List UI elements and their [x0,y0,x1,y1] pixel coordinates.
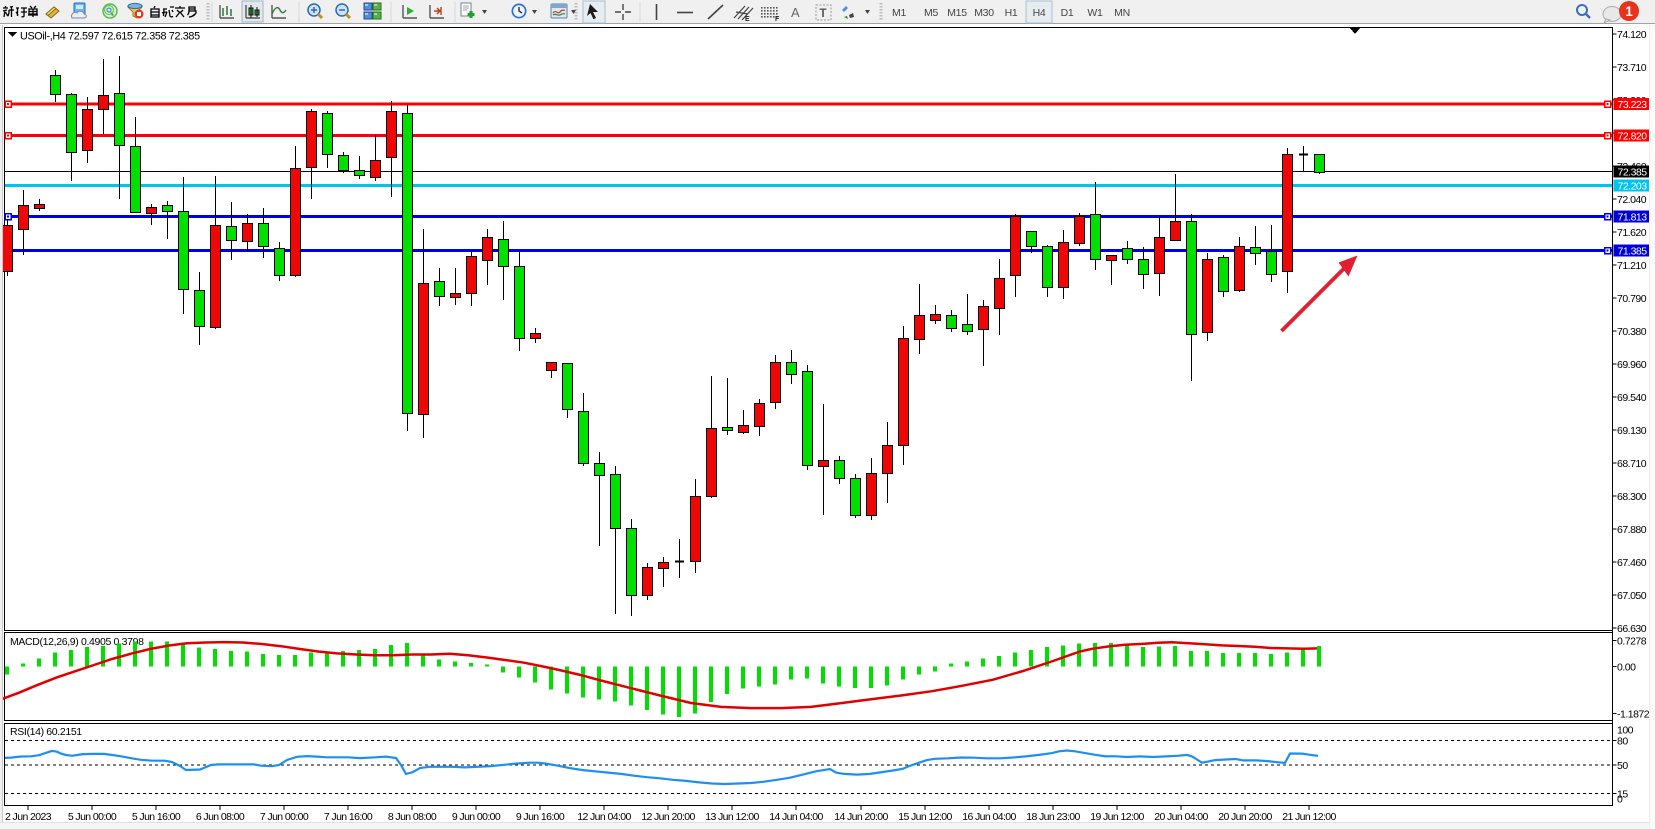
svg-text:M1: M1 [892,7,906,19]
svg-text:1: 1 [1625,4,1633,19]
svg-text:70.790: 70.790 [1617,293,1647,305]
svg-text:18 Jun 23:00: 18 Jun 23:00 [1026,811,1080,823]
svg-text:68.710: 68.710 [1617,458,1647,470]
svg-text:USOil-,H4 72.597 72.615 72.35: USOil-,H4 72.597 72.615 72.358 72.385 [20,31,200,43]
svg-text:69.540: 69.540 [1617,392,1647,404]
svg-text:71.813: 71.813 [1618,212,1648,224]
svg-text:2 Jun 2023: 2 Jun 2023 [5,811,52,823]
svg-text:71.210: 71.210 [1617,260,1647,272]
svg-text:71.385: 71.385 [1618,246,1648,258]
svg-text:9 Jun 00:00: 9 Jun 00:00 [452,811,501,823]
svg-text:80: 80 [1617,736,1628,748]
svg-text:67.050: 67.050 [1617,590,1647,602]
svg-text:M30: M30 [974,7,994,19]
svg-text:15: 15 [1617,789,1628,801]
svg-text:T: T [820,8,827,20]
svg-text:20 Jun 04:00: 20 Jun 04:00 [1154,811,1208,823]
svg-text:69.960: 69.960 [1617,359,1647,371]
svg-text:F: F [775,16,780,23]
svg-text:8 Jun 08:00: 8 Jun 08:00 [388,811,437,823]
svg-text:H4: H4 [1033,7,1046,19]
svg-text:5 Jun 16:00: 5 Jun 16:00 [132,811,181,823]
svg-text:0.7278: 0.7278 [1617,636,1647,648]
svg-text:H1: H1 [1005,7,1018,19]
svg-text:MN: MN [1114,7,1130,19]
svg-text:7 Jun 00:00: 7 Jun 00:00 [260,811,309,823]
svg-text:19 Jun 12:00: 19 Jun 12:00 [1090,811,1144,823]
svg-text:12 Jun 04:00: 12 Jun 04:00 [577,811,631,823]
svg-text:67.880: 67.880 [1617,524,1647,536]
svg-text:6 Jun 08:00: 6 Jun 08:00 [196,811,245,823]
svg-text:66.630: 66.630 [1617,623,1647,635]
svg-text:67.460: 67.460 [1617,557,1647,569]
svg-text:72.820: 72.820 [1618,131,1648,143]
svg-text:12 Jun 20:00: 12 Jun 20:00 [641,811,695,823]
svg-text:72.040: 72.040 [1617,194,1647,206]
svg-text:M15: M15 [947,7,967,19]
svg-text:A: A [791,5,800,20]
svg-text:W1: W1 [1087,7,1103,19]
svg-text:21 Jun 12:00: 21 Jun 12:00 [1282,811,1336,823]
svg-text:MACD(12,26,9) 0.4905 0.3798: MACD(12,26,9) 0.4905 0.3798 [10,636,144,648]
svg-text:15 Jun 12:00: 15 Jun 12:00 [898,811,952,823]
svg-text:73.223: 73.223 [1618,99,1648,111]
svg-text:20 Jun 20:00: 20 Jun 20:00 [1218,811,1272,823]
svg-text:D1: D1 [1061,7,1074,19]
svg-text:16 Jun 04:00: 16 Jun 04:00 [962,811,1016,823]
svg-text:7 Jun 16:00: 7 Jun 16:00 [324,811,373,823]
svg-text:9 Jun 16:00: 9 Jun 16:00 [516,811,565,823]
svg-text:70.380: 70.380 [1617,326,1647,338]
svg-text:0: 0 [1617,794,1623,806]
svg-text:0.00: 0.00 [1617,662,1636,674]
svg-text:-1.1872: -1.1872 [1617,709,1650,721]
svg-text:13 Jun 12:00: 13 Jun 12:00 [705,811,759,823]
svg-text:73.710: 73.710 [1617,62,1647,74]
svg-text:RSI(14) 60.2151: RSI(14) 60.2151 [10,726,82,738]
svg-text:14 Jun 04:00: 14 Jun 04:00 [769,811,823,823]
svg-text:5 Jun 00:00: 5 Jun 00:00 [68,811,117,823]
svg-text:E: E [745,16,750,23]
svg-text:M5: M5 [924,7,938,19]
svg-text:72.203: 72.203 [1618,181,1648,193]
svg-text:50: 50 [1617,760,1628,772]
svg-text:69.130: 69.130 [1617,425,1647,437]
svg-text:100: 100 [1617,725,1634,737]
svg-text:74.120: 74.120 [1617,29,1647,41]
svg-text:71.620: 71.620 [1617,227,1647,239]
svg-text:72.385: 72.385 [1618,167,1648,179]
svg-text:14 Jun 20:00: 14 Jun 20:00 [834,811,888,823]
svg-text:68.300: 68.300 [1617,491,1647,503]
